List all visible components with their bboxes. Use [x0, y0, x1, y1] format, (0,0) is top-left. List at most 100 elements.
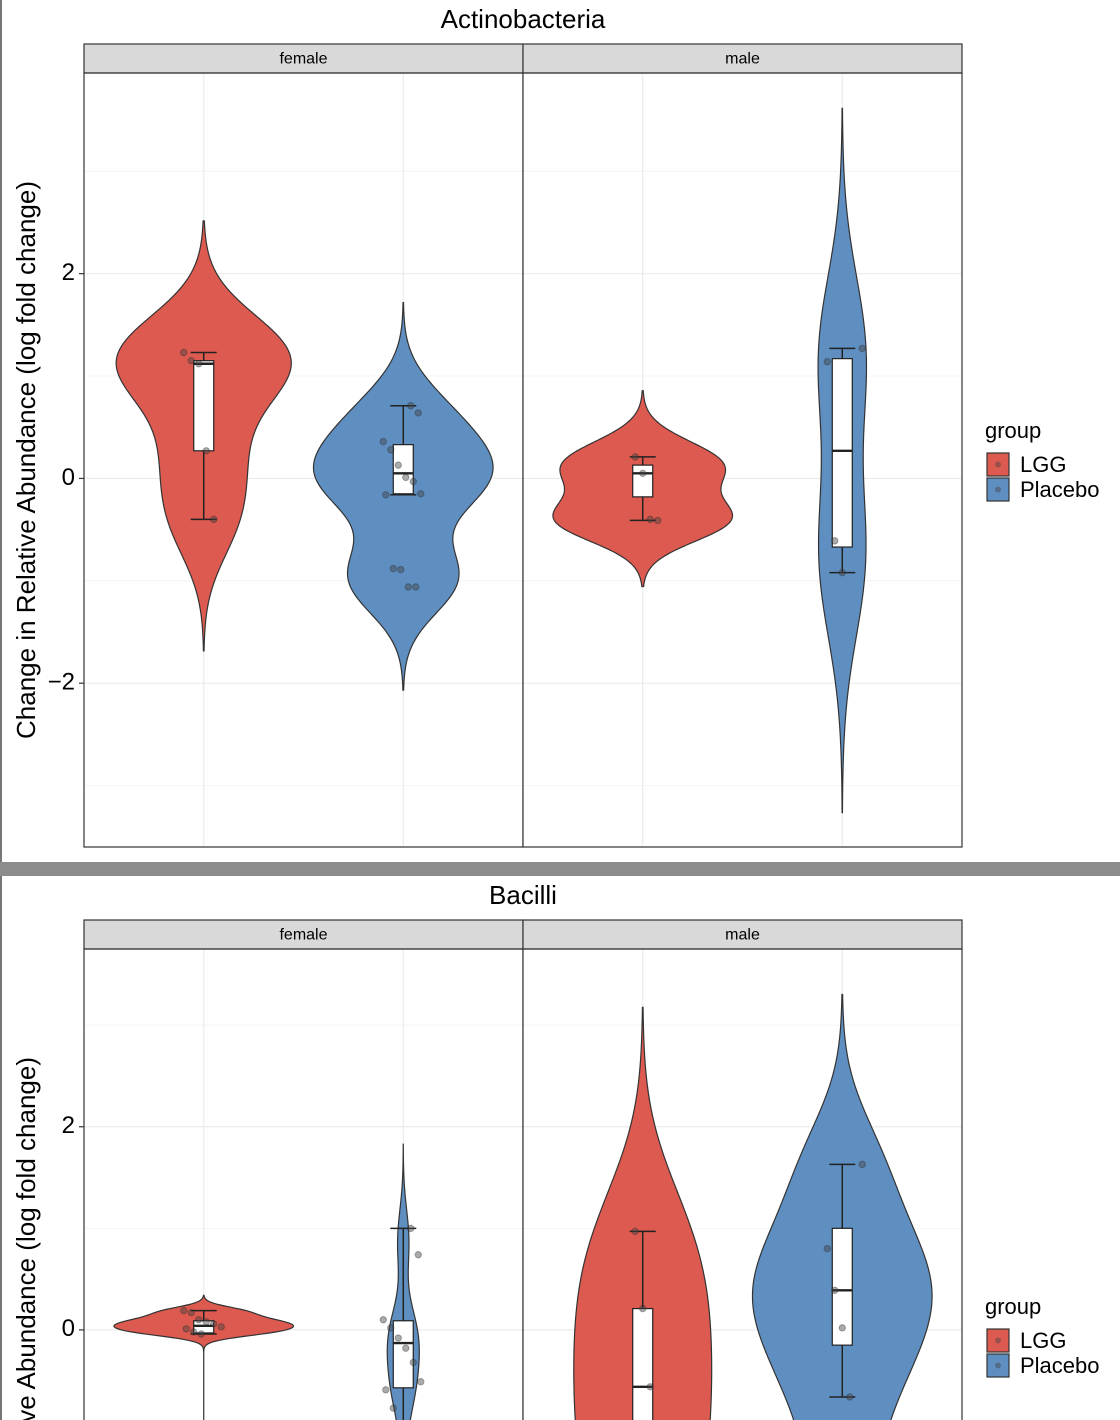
data-point — [397, 565, 405, 574]
data-point — [646, 515, 654, 524]
legend-key-point — [995, 461, 1001, 468]
data-point — [195, 1316, 203, 1324]
data-point — [838, 568, 846, 577]
data-point — [417, 1378, 425, 1386]
legend-label: Placebo — [1020, 477, 1100, 502]
facet-panel — [84, 949, 523, 1420]
chart: Actinobacteria Change in Relative Abundan… — [0, 0, 1100, 862]
data-point — [823, 358, 831, 366]
data-point — [831, 537, 839, 545]
data-point — [409, 1358, 417, 1367]
y-tick-label: −2 — [48, 669, 75, 696]
panel-border — [522, 72, 963, 848]
data-point — [631, 1227, 639, 1236]
data-point — [414, 409, 422, 417]
box — [831, 1227, 853, 1346]
data-point — [414, 1251, 422, 1259]
data-point — [394, 1334, 402, 1342]
data-point — [823, 1244, 831, 1253]
data-point — [831, 1286, 839, 1294]
data-point — [639, 1304, 647, 1313]
data-point — [838, 1324, 846, 1332]
data-point — [202, 447, 210, 455]
data-point — [382, 1386, 390, 1394]
data-point — [182, 1325, 190, 1333]
data-point — [389, 564, 397, 573]
y-tick-label: 2 — [62, 259, 75, 286]
data-point — [187, 356, 195, 365]
data-point — [389, 1404, 397, 1412]
legend-label: Placebo — [1020, 1353, 1100, 1378]
data-point — [858, 1160, 866, 1169]
y-tick-label: 0 — [62, 464, 75, 491]
data-point — [409, 477, 417, 486]
facet-strip — [83, 43, 524, 74]
data-point — [197, 1330, 205, 1338]
data-point — [190, 1328, 198, 1336]
y-tick-label: 0 — [62, 1315, 75, 1342]
facet-label: female — [279, 51, 327, 68]
legend-label: LGG — [1020, 1328, 1066, 1353]
chart-title: Bacilli — [489, 880, 557, 910]
data-point — [202, 1318, 210, 1326]
data-point — [379, 437, 387, 446]
data-point — [654, 516, 662, 525]
data-point — [846, 1393, 854, 1401]
data-point — [417, 490, 425, 498]
violin — [312, 301, 494, 691]
data-point — [402, 473, 410, 482]
data-point — [412, 583, 420, 591]
facet-label: female — [279, 927, 327, 944]
window-border — [0, 876, 2, 1420]
legend-key-point — [995, 486, 1001, 493]
legend-label: LGG — [1020, 452, 1066, 477]
box — [632, 1307, 654, 1420]
data-point — [387, 446, 395, 454]
data-point — [187, 1308, 195, 1317]
legend-key — [986, 477, 1010, 502]
facet-strip — [522, 919, 963, 950]
chart-title: Actinobacteria — [441, 4, 606, 34]
facet-label: male — [725, 51, 760, 68]
data-point — [407, 402, 415, 410]
legend-key — [986, 1328, 1010, 1353]
facet-strip — [522, 43, 963, 74]
data-point — [379, 1316, 387, 1324]
data-point — [631, 453, 639, 461]
legend-key-point — [995, 1362, 1001, 1369]
data-point — [210, 515, 218, 524]
legend-key — [986, 1353, 1010, 1378]
data-point — [394, 461, 402, 469]
data-point — [858, 344, 866, 353]
data-point — [195, 360, 203, 368]
box — [193, 360, 215, 452]
box — [831, 358, 853, 548]
panel-border — [522, 948, 963, 1420]
box — [392, 1320, 414, 1389]
y-tick-label: 2 — [62, 1112, 75, 1139]
data-point — [387, 1324, 395, 1332]
data-point — [180, 348, 188, 357]
data-point — [210, 1320, 218, 1328]
legend-title: group — [985, 418, 1041, 443]
legend-key-point — [995, 1337, 1001, 1344]
separator — [0, 862, 1120, 876]
facet-strip — [83, 919, 524, 950]
chart: Bacilli Change in Relative Abundance (log… — [0, 876, 1100, 1420]
box — [392, 444, 414, 495]
violin — [573, 1006, 713, 1420]
facet-label: male — [725, 927, 760, 944]
data-point — [407, 1224, 415, 1233]
legend-title: group — [985, 1294, 1041, 1319]
data-point — [646, 1383, 654, 1391]
data-point — [404, 583, 412, 591]
legend-key — [986, 452, 1010, 477]
y-axis-title: Change in Relative Abundance (log fold c… — [11, 1057, 41, 1420]
data-point — [382, 491, 390, 499]
data-point — [402, 1344, 410, 1352]
data-point — [180, 1306, 188, 1315]
data-point — [639, 469, 647, 478]
y-axis-title: Change in Relative Abundance (log fold c… — [11, 181, 41, 739]
data-point — [217, 1323, 225, 1331]
